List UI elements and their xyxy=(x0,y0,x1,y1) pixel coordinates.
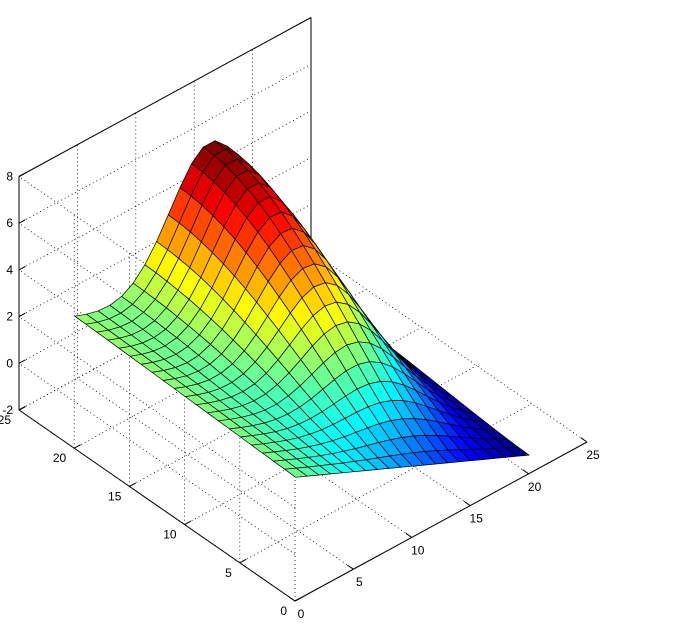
x-tick-mark xyxy=(288,596,296,602)
surface-patch xyxy=(506,446,530,457)
z-tick-label: 0 xyxy=(6,356,13,370)
y-tick-label: 15 xyxy=(108,489,122,503)
x-tick-mark xyxy=(405,532,413,538)
y-tick-mark xyxy=(73,444,81,449)
x-tick-label: 25 xyxy=(586,448,600,462)
y-tick-mark xyxy=(294,597,302,602)
x-axis-line xyxy=(294,441,588,602)
x-tick-label: 10 xyxy=(411,543,425,557)
x-tick-mark xyxy=(580,437,588,443)
z-tick-mark xyxy=(18,219,26,224)
y-tick-mark xyxy=(129,482,137,487)
x-tick-label: 15 xyxy=(470,512,484,526)
y-tick-mark xyxy=(239,558,247,564)
z-tick-label: 2 xyxy=(6,310,13,324)
z-tick-mark xyxy=(18,172,26,177)
z-tick-label: -2 xyxy=(2,403,13,417)
z-tick-label: 4 xyxy=(6,263,13,277)
surface-mesh xyxy=(74,140,530,478)
y-tick-mark xyxy=(184,520,192,526)
x-tick-mark xyxy=(522,469,529,475)
z-tick-mark xyxy=(18,265,26,271)
y-tick-label: 20 xyxy=(53,451,67,465)
x-tick-label: 0 xyxy=(298,607,305,621)
x-tick-mark xyxy=(463,500,471,507)
y-tick-label: 10 xyxy=(163,528,177,542)
z-tick-label: 8 xyxy=(6,170,13,184)
y-tick-label: 0 xyxy=(280,604,287,618)
z-tick-mark xyxy=(18,406,26,411)
back-edge xyxy=(18,17,312,177)
y-tick-label: 25 xyxy=(0,413,11,427)
x-tick-label: 20 xyxy=(528,480,542,494)
x-tick-mark xyxy=(347,564,354,570)
x-tick-label: 5 xyxy=(356,575,363,589)
z-tick-mark xyxy=(18,359,26,364)
y-tick-label: 5 xyxy=(225,566,232,580)
y-axis-line xyxy=(18,409,296,602)
axes-frame xyxy=(18,17,588,602)
tick-labels: 0 5 10 15 20 25 0 5 10 15 20 25 -2 0 2 4… xyxy=(0,170,600,622)
z-tick-mark xyxy=(18,312,26,318)
z-tick-label: 6 xyxy=(6,216,13,230)
